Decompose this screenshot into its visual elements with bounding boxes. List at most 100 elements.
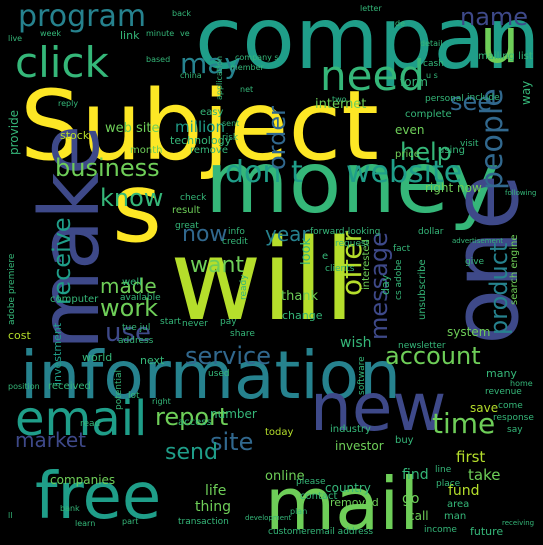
word-minute: minute — [146, 29, 175, 38]
word-company: company — [195, 0, 543, 89]
word-email: email — [15, 391, 148, 447]
word-net: net — [240, 85, 254, 94]
word-life: life — [205, 483, 227, 499]
word-want: want — [190, 253, 245, 278]
word-account: account — [385, 342, 481, 370]
word-newsletter: newsletter — [398, 341, 446, 351]
word-complete: complete — [405, 109, 452, 120]
word-position: position — [8, 382, 40, 391]
word-world: world — [82, 351, 113, 364]
word-come: come — [498, 401, 523, 411]
word-link: link — [120, 29, 140, 42]
word-personal: personal — [425, 94, 464, 104]
word-investor: investor — [335, 439, 384, 453]
word-find: find — [402, 467, 429, 483]
word-system: system — [447, 325, 491, 339]
word-revenue: revenue — [485, 387, 522, 397]
word-used: used — [208, 369, 230, 379]
word-read: read — [80, 419, 101, 429]
word-give: give — [465, 257, 485, 267]
word-investment: investment — [51, 322, 64, 385]
word-adobe-premiere: adobe premiere — [7, 253, 17, 325]
word-report: report — [155, 403, 229, 431]
word-man: man — [444, 511, 467, 522]
word-part: part — [122, 517, 139, 526]
word-china: china — [180, 71, 202, 80]
word-say: say — [507, 425, 523, 435]
word-market: market — [15, 428, 86, 452]
word-web-site: web site — [105, 121, 160, 136]
word-information: information — [20, 337, 401, 414]
word-contact: contact — [300, 491, 338, 502]
word-start: start — [160, 317, 181, 327]
word-internet: internet — [315, 97, 367, 112]
word-pay: pay — [220, 317, 237, 327]
word-forward-looking: forward-looking — [310, 227, 381, 237]
word-using: using — [438, 145, 466, 156]
word-thing: thing — [195, 499, 232, 515]
word-plan: plan — [290, 507, 308, 516]
word-following: following — [505, 189, 537, 197]
word-great: great — [175, 221, 199, 231]
word-change: change — [282, 309, 323, 322]
word-fund: fund — [448, 483, 480, 499]
word-customer: customer — [268, 527, 311, 537]
word-receive: receive — [48, 217, 76, 305]
word-received: received — [48, 381, 91, 392]
word-receiving: receiving — [502, 519, 535, 527]
word-advertisement: advertisement — [452, 237, 504, 245]
word-number: number — [210, 407, 257, 421]
word-today: today — [265, 427, 294, 438]
word-unsubscribe: unsubscribe — [417, 259, 428, 320]
word-application: application — [215, 55, 224, 100]
word-ve: ve — [180, 29, 190, 38]
word-cash: cash — [423, 59, 444, 69]
word-s: s — [112, 152, 163, 264]
word-mailing-list: mailing list — [478, 51, 533, 62]
word-buy: buy — [395, 435, 414, 446]
word-share: share — [230, 329, 255, 339]
word-right-now: right now — [425, 181, 482, 195]
word-technology: technology — [170, 134, 232, 147]
word-access: access — [178, 417, 212, 428]
word-now: now — [182, 222, 228, 247]
word-lot: lot — [128, 391, 140, 401]
word-potential: potential — [114, 369, 124, 410]
word-well: well — [122, 277, 142, 288]
word-online: online — [265, 469, 305, 484]
word-search-engine: search engine — [509, 234, 520, 305]
word-right: right — [152, 397, 171, 406]
word-address: address — [118, 336, 154, 346]
word-line: line — [435, 465, 452, 475]
word-request: request — [335, 239, 370, 249]
word-name: name — [460, 3, 529, 31]
word-available: available — [120, 293, 161, 303]
word-way: way — [519, 80, 533, 105]
word-risk: risk — [222, 133, 239, 143]
word-two: two — [332, 95, 347, 104]
word-next: next — [140, 354, 165, 367]
word-cs-adobe: cs adobe — [394, 259, 404, 300]
word-companies: companies — [50, 473, 116, 487]
word-remove: remove — [190, 145, 228, 156]
word-future: future — [470, 525, 504, 538]
word-easy: easy — [200, 107, 224, 118]
word-check: check — [180, 193, 207, 203]
word-u: u — [480, 4, 520, 77]
word-people: people — [475, 88, 510, 190]
word-development: development — [245, 514, 292, 522]
word-many: many — [486, 367, 517, 380]
word-will: will — [170, 216, 355, 346]
word-fact: fact — [393, 244, 411, 254]
word-letter: letter — [360, 4, 382, 13]
word-dollar: dollar — [418, 227, 444, 237]
word-email-address: email address — [310, 527, 374, 537]
word-software: software — [357, 356, 367, 395]
word-company-s: company s — [235, 53, 279, 62]
word-site: site — [210, 428, 254, 456]
word-learn: learn — [75, 519, 96, 528]
word-day: day — [379, 274, 392, 295]
word-subject: Subject — [20, 70, 379, 182]
word-detail: detail — [420, 39, 443, 48]
